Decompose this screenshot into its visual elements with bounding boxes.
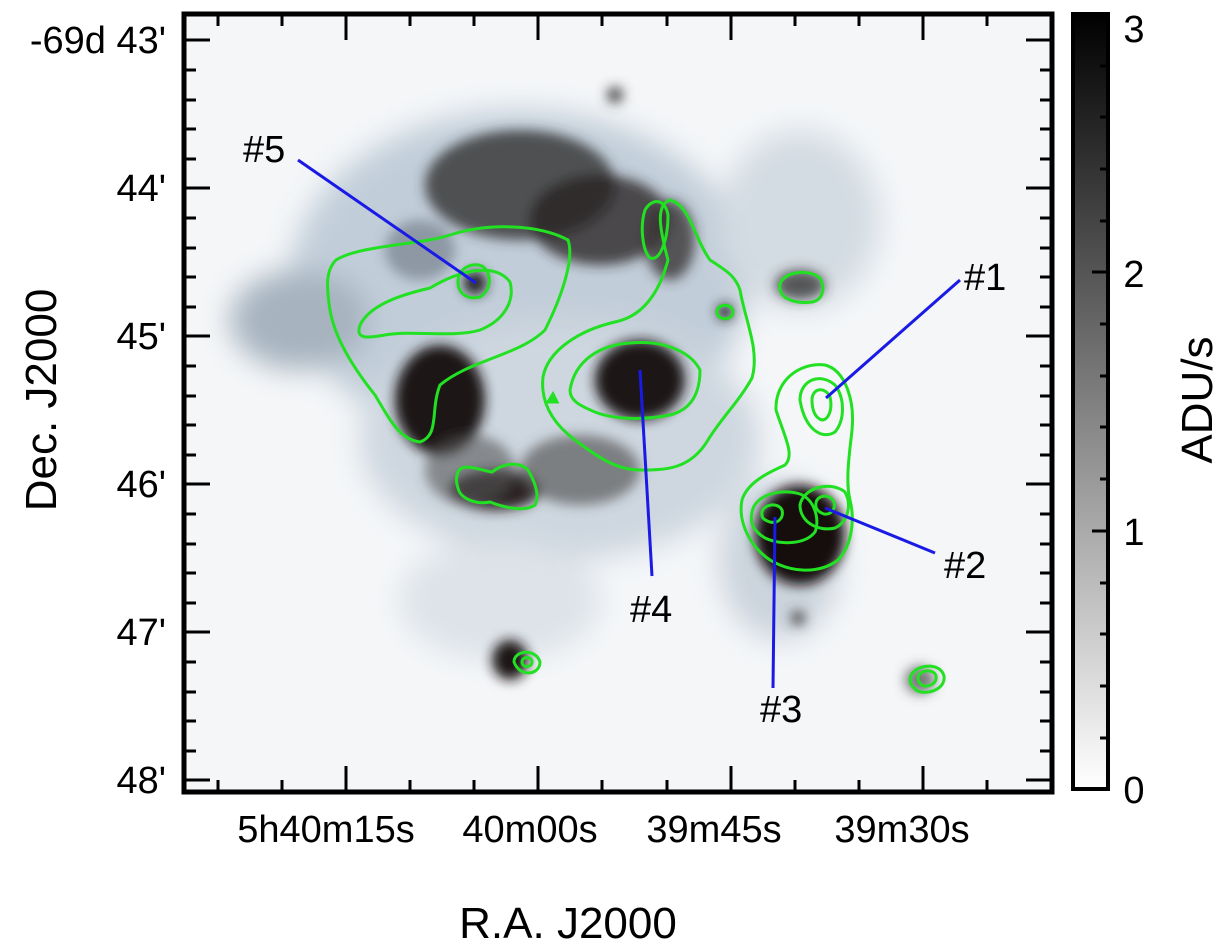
colorbar: 0 1 2 3 ADU/s xyxy=(1071,9,1222,812)
contour-south-src-inner xyxy=(520,656,534,668)
y-axis-title: Dec. J2000 xyxy=(17,289,66,512)
pointer-src3 xyxy=(771,516,777,689)
x-tick-label-3: 39m30s xyxy=(834,809,969,851)
pointer-src1 xyxy=(825,278,961,400)
y-tick-label-1: 44' xyxy=(116,168,166,210)
source-label-3: #3 xyxy=(760,689,802,731)
contour-ne-blob xyxy=(778,270,825,304)
contour-west-outer xyxy=(326,225,572,444)
contour-small-ring xyxy=(715,303,735,321)
x-tick-labels: 5h40m15s 40m00s 39m45s 39m30s xyxy=(237,809,969,851)
contour-south-src-outer xyxy=(512,650,542,675)
contours xyxy=(326,198,946,694)
pointer-src5 xyxy=(297,158,477,285)
contour-west-inner xyxy=(357,268,513,339)
contour-src1-mid xyxy=(798,377,844,437)
colorbar-tick-2: 2 xyxy=(1123,254,1144,296)
y-tick-label-5: 48' xyxy=(116,760,166,802)
contour-src3-mid xyxy=(749,490,819,545)
source-labels: #1 #2 #3 #4 #5 xyxy=(243,129,1006,731)
source-label-4: #4 xyxy=(630,589,672,631)
source-label-2: #2 xyxy=(944,545,986,587)
colorbar-gradient xyxy=(1071,12,1110,791)
y-ticks xyxy=(184,38,1052,782)
x-axis-title: R.A. J2000 xyxy=(459,899,677,948)
contour-se-src-inner xyxy=(916,669,938,688)
colorbar-ticks xyxy=(1092,14,1108,791)
sky-image: #1 #2 #3 #4 #5 xyxy=(184,14,1052,792)
contour-src1-outer xyxy=(739,363,855,572)
x-ticks xyxy=(216,14,989,792)
x-tick-label-0: 5h40m15s xyxy=(237,809,414,851)
source-label-1: #1 xyxy=(964,257,1006,299)
pointer-src2 xyxy=(824,506,936,555)
contour-central-outer xyxy=(541,198,756,472)
contour-south-bar xyxy=(455,462,539,511)
contour-se-src-outer xyxy=(908,664,946,694)
contour-north-ridge xyxy=(640,200,670,260)
contour-src5-peak xyxy=(456,263,491,300)
contour-src3-inner xyxy=(760,503,784,524)
contour-central-inner xyxy=(568,340,702,420)
contour-src2-mid xyxy=(798,484,850,531)
y-tick-label-4: 47' xyxy=(116,612,166,654)
colorbar-tick-3: 3 xyxy=(1123,9,1144,51)
x-tick-label-1: 40m00s xyxy=(462,809,597,851)
plot-frame xyxy=(181,11,1055,795)
pointer-src4 xyxy=(638,369,654,577)
dense-regions xyxy=(385,87,935,694)
y-tick-label-2: 45' xyxy=(116,316,166,358)
y-tick-label-3: 46' xyxy=(116,464,166,506)
x-tick-label-2: 39m45s xyxy=(646,809,781,851)
colorbar-tick-1: 1 xyxy=(1123,512,1144,554)
annotation-lines xyxy=(297,158,961,689)
colorbar-title: ADU/s xyxy=(1173,336,1222,463)
source-label-5: #5 xyxy=(243,129,285,171)
contour-src1-inner xyxy=(810,388,833,422)
contour-dot xyxy=(545,390,560,404)
colorbar-tick-0: 0 xyxy=(1123,770,1144,812)
y-tick-labels: -69d 43' 44' 45' 46' 47' 48' xyxy=(30,20,166,802)
y-tick-label-0: -69d 43' xyxy=(30,20,166,62)
